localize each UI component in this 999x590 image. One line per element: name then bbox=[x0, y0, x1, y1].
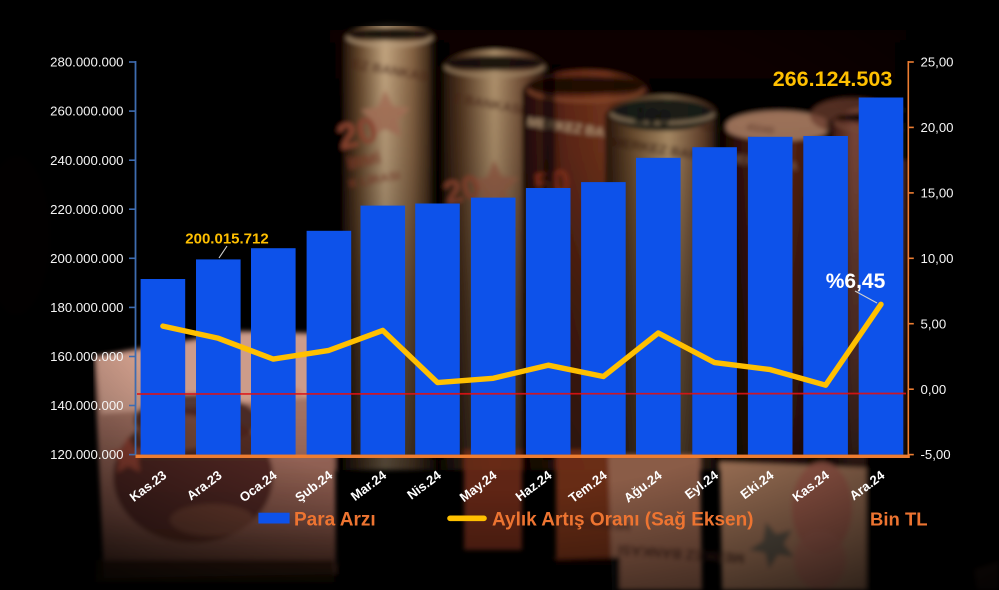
svg-text:160.000.000: 160.000.000 bbox=[50, 349, 123, 364]
svg-text:0,00: 0,00 bbox=[921, 382, 947, 397]
svg-text:Aylık Artış Oranı (Sağ Eksen): Aylık Artış Oranı (Sağ Eksen) bbox=[492, 510, 754, 531]
svg-text:240.000.000: 240.000.000 bbox=[50, 153, 123, 168]
svg-text:5,00: 5,00 bbox=[921, 316, 947, 331]
svg-text:Para Arzı: Para Arzı bbox=[294, 510, 376, 531]
svg-text:10,00: 10,00 bbox=[921, 251, 954, 266]
svg-text:15,00: 15,00 bbox=[921, 186, 954, 201]
svg-text:260.000.000: 260.000.000 bbox=[50, 104, 123, 119]
svg-text:200.015.712: 200.015.712 bbox=[185, 231, 268, 248]
svg-text:266.124.503: 266.124.503 bbox=[773, 67, 893, 91]
svg-text:Bin TL: Bin TL bbox=[870, 509, 928, 530]
svg-text:120.000.000: 120.000.000 bbox=[50, 447, 123, 462]
svg-text:280.000.000: 280.000.000 bbox=[50, 55, 123, 70]
svg-text:%6,45: %6,45 bbox=[826, 270, 886, 293]
svg-text:20,00: 20,00 bbox=[921, 120, 954, 135]
svg-text:25,00: 25,00 bbox=[921, 55, 954, 70]
svg-text:180.000.000: 180.000.000 bbox=[50, 300, 123, 315]
svg-text:200.000.000: 200.000.000 bbox=[50, 251, 123, 266]
svg-text:220.000.000: 220.000.000 bbox=[50, 202, 123, 217]
svg-text:140.000.000: 140.000.000 bbox=[50, 398, 123, 413]
svg-text:-5,00: -5,00 bbox=[921, 447, 951, 462]
